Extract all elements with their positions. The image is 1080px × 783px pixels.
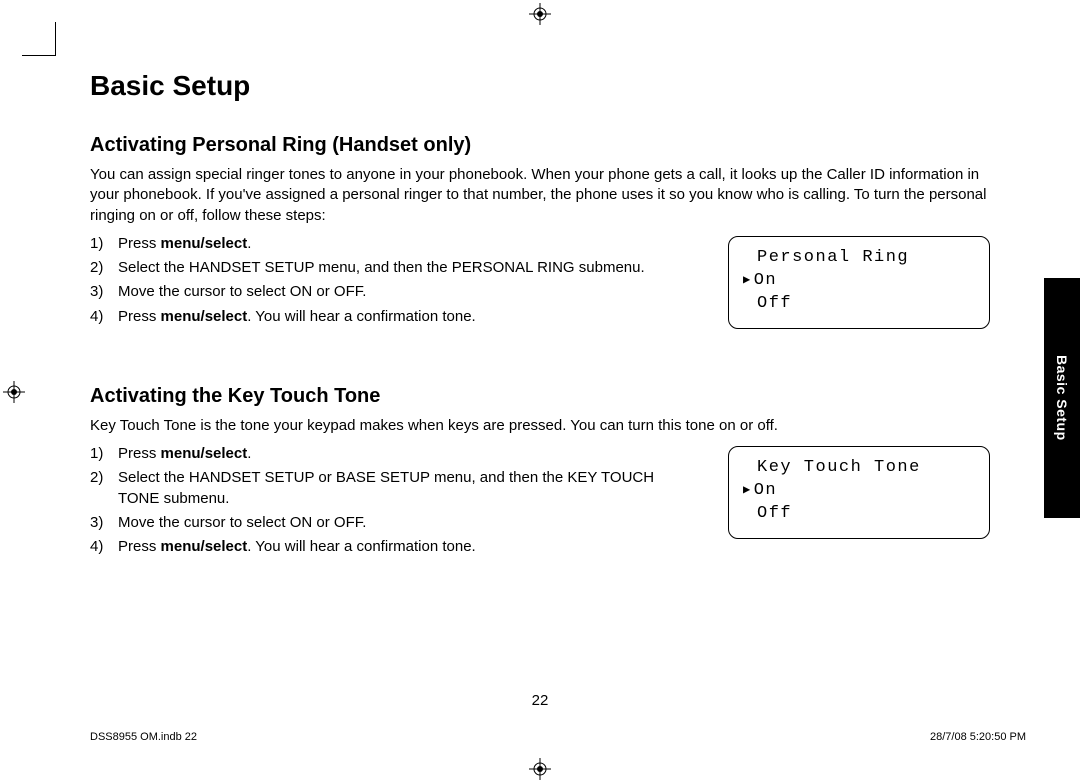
registration-mark-icon — [3, 381, 25, 403]
page-content: Basic Setup Activating Personal Ring (Ha… — [90, 70, 990, 615]
step-item: 1)Press menu/select. — [112, 234, 698, 254]
side-tab: Basic Setup — [1044, 278, 1080, 518]
footer-filename: DSS8955 OM.indb 22 — [90, 731, 197, 743]
page-number: 22 — [0, 692, 1080, 709]
lcd-line: Off — [743, 293, 975, 316]
footer-timestamp: 28/7/08 5:20:50 PM — [930, 731, 1026, 743]
lcd-line: Key Touch Tone — [743, 457, 975, 480]
step-item: 2)Select the HANDSET SETUP menu, and the… — [112, 258, 698, 278]
section-personal-ring: Activating Personal Ring (Handset only) … — [90, 134, 990, 331]
step-item: 2)Select the HANDSET SETUP or BASE SETUP… — [112, 468, 698, 509]
lcd-display: Personal Ring On Off — [728, 236, 990, 329]
step-item: 1)Press menu/select. — [112, 444, 698, 464]
registration-mark-icon — [529, 758, 551, 780]
section-heading: Activating Personal Ring (Handset only) — [90, 134, 990, 157]
step-item: 4)Press menu/select. You will hear a con… — [112, 307, 698, 327]
lcd-display: Key Touch Tone On Off — [728, 446, 990, 539]
crop-mark — [22, 55, 56, 56]
steps-container: 1)Press menu/select. 2)Select the HANDSE… — [90, 234, 698, 331]
lcd-line-selected: On — [743, 480, 975, 503]
lcd-line-selected: On — [743, 270, 975, 293]
section-heading: Activating the Key Touch Tone — [90, 385, 990, 408]
section-key-touch-tone: Activating the Key Touch Tone Key Touch … — [90, 385, 990, 562]
step-item: 4)Press menu/select. You will hear a con… — [112, 537, 698, 557]
registration-mark-icon — [529, 3, 551, 25]
section-intro: Key Touch Tone is the tone your keypad m… — [90, 416, 990, 436]
manual-page: Basic Setup Basic Setup Activating Perso… — [0, 0, 1080, 783]
lcd-line: Off — [743, 503, 975, 526]
section-intro: You can assign special ringer tones to a… — [90, 165, 990, 226]
step-item: 3)Move the cursor to select ON or OFF. — [112, 282, 698, 302]
lcd-line: Personal Ring — [743, 247, 975, 270]
steps-container: 1)Press menu/select. 2)Select the HANDSE… — [90, 444, 698, 561]
step-item: 3)Move the cursor to select ON or OFF. — [112, 513, 698, 533]
side-tab-label: Basic Setup — [1054, 355, 1070, 441]
crop-mark — [55, 22, 56, 56]
page-title: Basic Setup — [90, 70, 990, 102]
